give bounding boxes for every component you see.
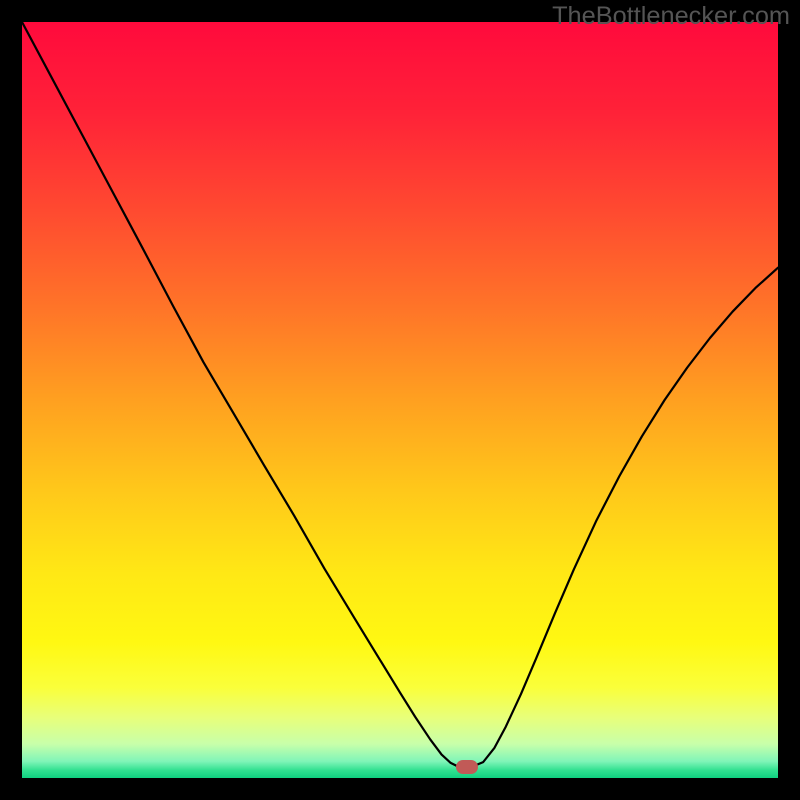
curve-path (22, 22, 778, 767)
optimum-marker (456, 760, 478, 774)
watermark-text: TheBottlenecker.com (552, 2, 790, 31)
bottleneck-curve (0, 0, 800, 800)
chart-container: TheBottlenecker.com (0, 0, 800, 800)
